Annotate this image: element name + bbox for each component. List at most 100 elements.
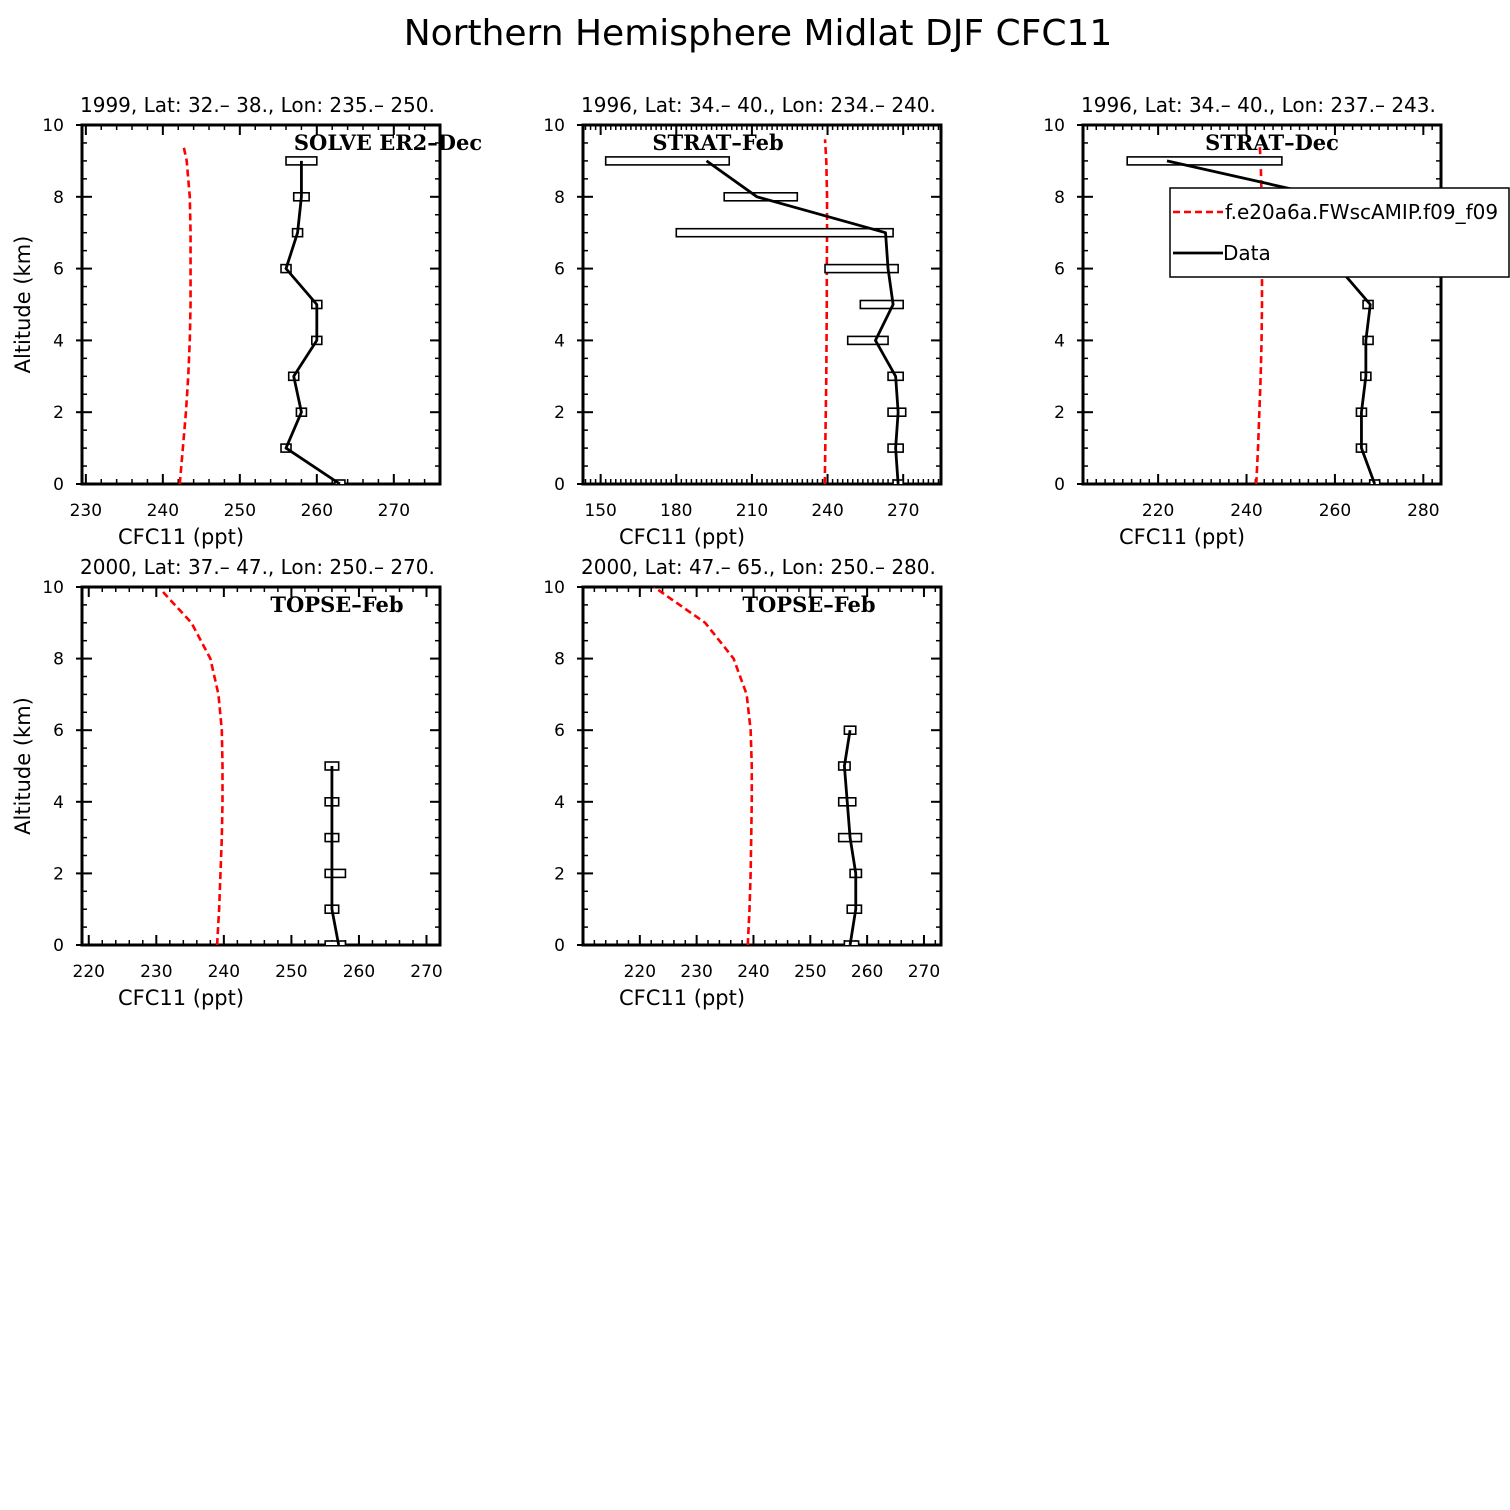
x-tick-label: 220 <box>1142 501 1174 521</box>
data-profile-line <box>842 729 858 945</box>
data-error-bar <box>859 299 904 310</box>
x-axis-label: CFC11 (ppt) <box>118 986 244 1010</box>
legend-box <box>1169 187 1510 278</box>
model-profile-line <box>160 589 224 945</box>
campaign-label: TOPSE–Feb <box>742 592 875 617</box>
data-error-bar <box>324 940 347 945</box>
y-tick-label: 8 <box>1054 188 1065 208</box>
data-error-bar <box>334 479 346 484</box>
figure-title: Northern Hemisphere Midlat DJF CFC11 <box>404 13 1113 54</box>
y-tick-label: 2 <box>554 403 565 423</box>
x-tick-label: 220 <box>624 962 656 982</box>
x-tick-label: 240 <box>1230 501 1262 521</box>
y-tick-label: 8 <box>53 650 64 670</box>
y-tick-label: 6 <box>53 721 64 741</box>
model-profile-line <box>178 146 192 484</box>
data-error-bar <box>1362 335 1374 346</box>
chart-panel-2: 150 180 210 240 270 0 2 4 6 8 10 CFC11 (ppt) 1996, L… <box>543 93 943 549</box>
x-tick-label: 240 <box>737 962 769 982</box>
campaign-label: TOPSE–Feb <box>270 592 403 617</box>
chart-panel-4: 220 230 240 250 260 270 0 2 4 6 8 10 CFC11 (ppt) Alti… <box>11 555 443 1010</box>
model-profile-line <box>653 587 754 945</box>
data-profile-line <box>705 159 900 484</box>
plot-data <box>160 589 347 945</box>
legend-data-label: Data <box>1223 241 1271 265</box>
chart-panel-5: 220 230 240 250 260 270 0 2 4 6 8 10 CFC11 (ppt) 2000… <box>543 555 943 1010</box>
legend: f.e20a6a.FWscAMIP.f09_f09 Data <box>1169 187 1510 278</box>
y-tick-label: 10 <box>543 578 565 598</box>
y-tick-label: 8 <box>53 188 64 208</box>
chart-panel-3: 220 240 260 280 0 2 4 6 8 10 CFC11 (ppt) 1996, Lat:… <box>1043 93 1443 549</box>
panel-header: 2000, Lat: 47.– 65., Lon: 250.– 280. <box>581 555 936 579</box>
data-error-bar <box>1126 156 1283 166</box>
model-profile-line <box>823 139 829 484</box>
x-tick-label: 250 <box>794 962 826 982</box>
x-axis-label: CFC11 (ppt) <box>619 525 745 549</box>
x-axis-label: CFC11 (ppt) <box>619 986 745 1010</box>
x-tick-label: 210 <box>736 501 768 521</box>
y-tick-label: 10 <box>42 578 64 598</box>
y-tick-label: 6 <box>554 260 565 280</box>
plot-frame <box>80 123 442 486</box>
x-tick-label: 280 <box>1407 501 1439 521</box>
panel-header: 1996, Lat: 34.– 40., Lon: 237.– 243. <box>1081 93 1436 117</box>
data-error-bar <box>324 868 347 879</box>
chart-panel-1: 230 240 250 260 270 0 2 4 6 8 10 CFC11 (ppt) Altitud… <box>11 93 482 549</box>
plot-data <box>653 587 863 945</box>
data-error-bar <box>675 227 894 238</box>
y-tick-label: 0 <box>53 475 64 495</box>
x-tick-label: 270 <box>410 962 442 982</box>
y-tick-label: 4 <box>53 793 64 813</box>
x-tick-label: 150 <box>584 501 616 521</box>
y-tick-label: 2 <box>554 864 565 884</box>
x-tick-label: 230 <box>680 962 712 982</box>
y-tick-label: 10 <box>1043 116 1065 136</box>
x-tick-label: 270 <box>378 501 410 521</box>
y-tick-label: 8 <box>554 650 565 670</box>
y-tick-label: 2 <box>53 864 64 884</box>
plot-data <box>604 139 907 484</box>
campaign-label: STRAT–Feb <box>652 130 783 155</box>
x-tick-label: 270 <box>908 962 940 982</box>
y-tick-label: 10 <box>543 116 565 136</box>
y-tick-label: 0 <box>1054 475 1065 495</box>
y-tick-label: 8 <box>554 188 565 208</box>
y-tick-label: 0 <box>554 475 565 495</box>
data-error-bar <box>604 156 731 166</box>
y-tick-label: 4 <box>53 331 64 351</box>
y-tick-label: 4 <box>554 793 565 813</box>
y-axis-label: Altitude (km) <box>11 697 35 835</box>
plot-frame <box>581 585 943 947</box>
x-tick-label: 250 <box>224 501 256 521</box>
campaign-label: SOLVE ER2–Dec <box>294 130 482 155</box>
panel-header: 1999, Lat: 32.– 38., Lon: 235.– 250. <box>80 93 435 117</box>
x-tick-label: 230 <box>70 501 102 521</box>
plot-frame <box>80 585 442 947</box>
model-profile-line <box>1254 146 1264 484</box>
data-profile-line <box>330 766 341 945</box>
x-tick-label: 240 <box>811 501 843 521</box>
y-tick-label: 10 <box>42 116 64 136</box>
y-tick-label: 0 <box>53 936 64 956</box>
y-tick-label: 6 <box>554 721 565 741</box>
x-tick-label: 260 <box>301 501 333 521</box>
y-tick-label: 4 <box>554 331 565 351</box>
x-tick-label: 240 <box>147 501 179 521</box>
x-axis-label: CFC11 (ppt) <box>118 525 244 549</box>
y-tick-label: 6 <box>53 260 64 280</box>
y-tick-label: 6 <box>1054 260 1065 280</box>
x-tick-label: 270 <box>887 501 919 521</box>
data-error-bar <box>846 335 889 346</box>
x-tick-label: 240 <box>208 962 240 982</box>
data-profile-line <box>284 160 341 484</box>
x-tick-label: 260 <box>343 962 375 982</box>
y-tick-label: 0 <box>554 936 565 956</box>
panel-header: 2000, Lat: 37.– 47., Lon: 250.– 270. <box>80 555 435 579</box>
x-tick-label: 220 <box>73 962 105 982</box>
y-tick-label: 4 <box>1054 331 1065 351</box>
data-error-bar <box>824 263 899 274</box>
y-axis-label: Altitude (km) <box>11 236 35 374</box>
y-tick-label: 2 <box>1054 403 1065 423</box>
